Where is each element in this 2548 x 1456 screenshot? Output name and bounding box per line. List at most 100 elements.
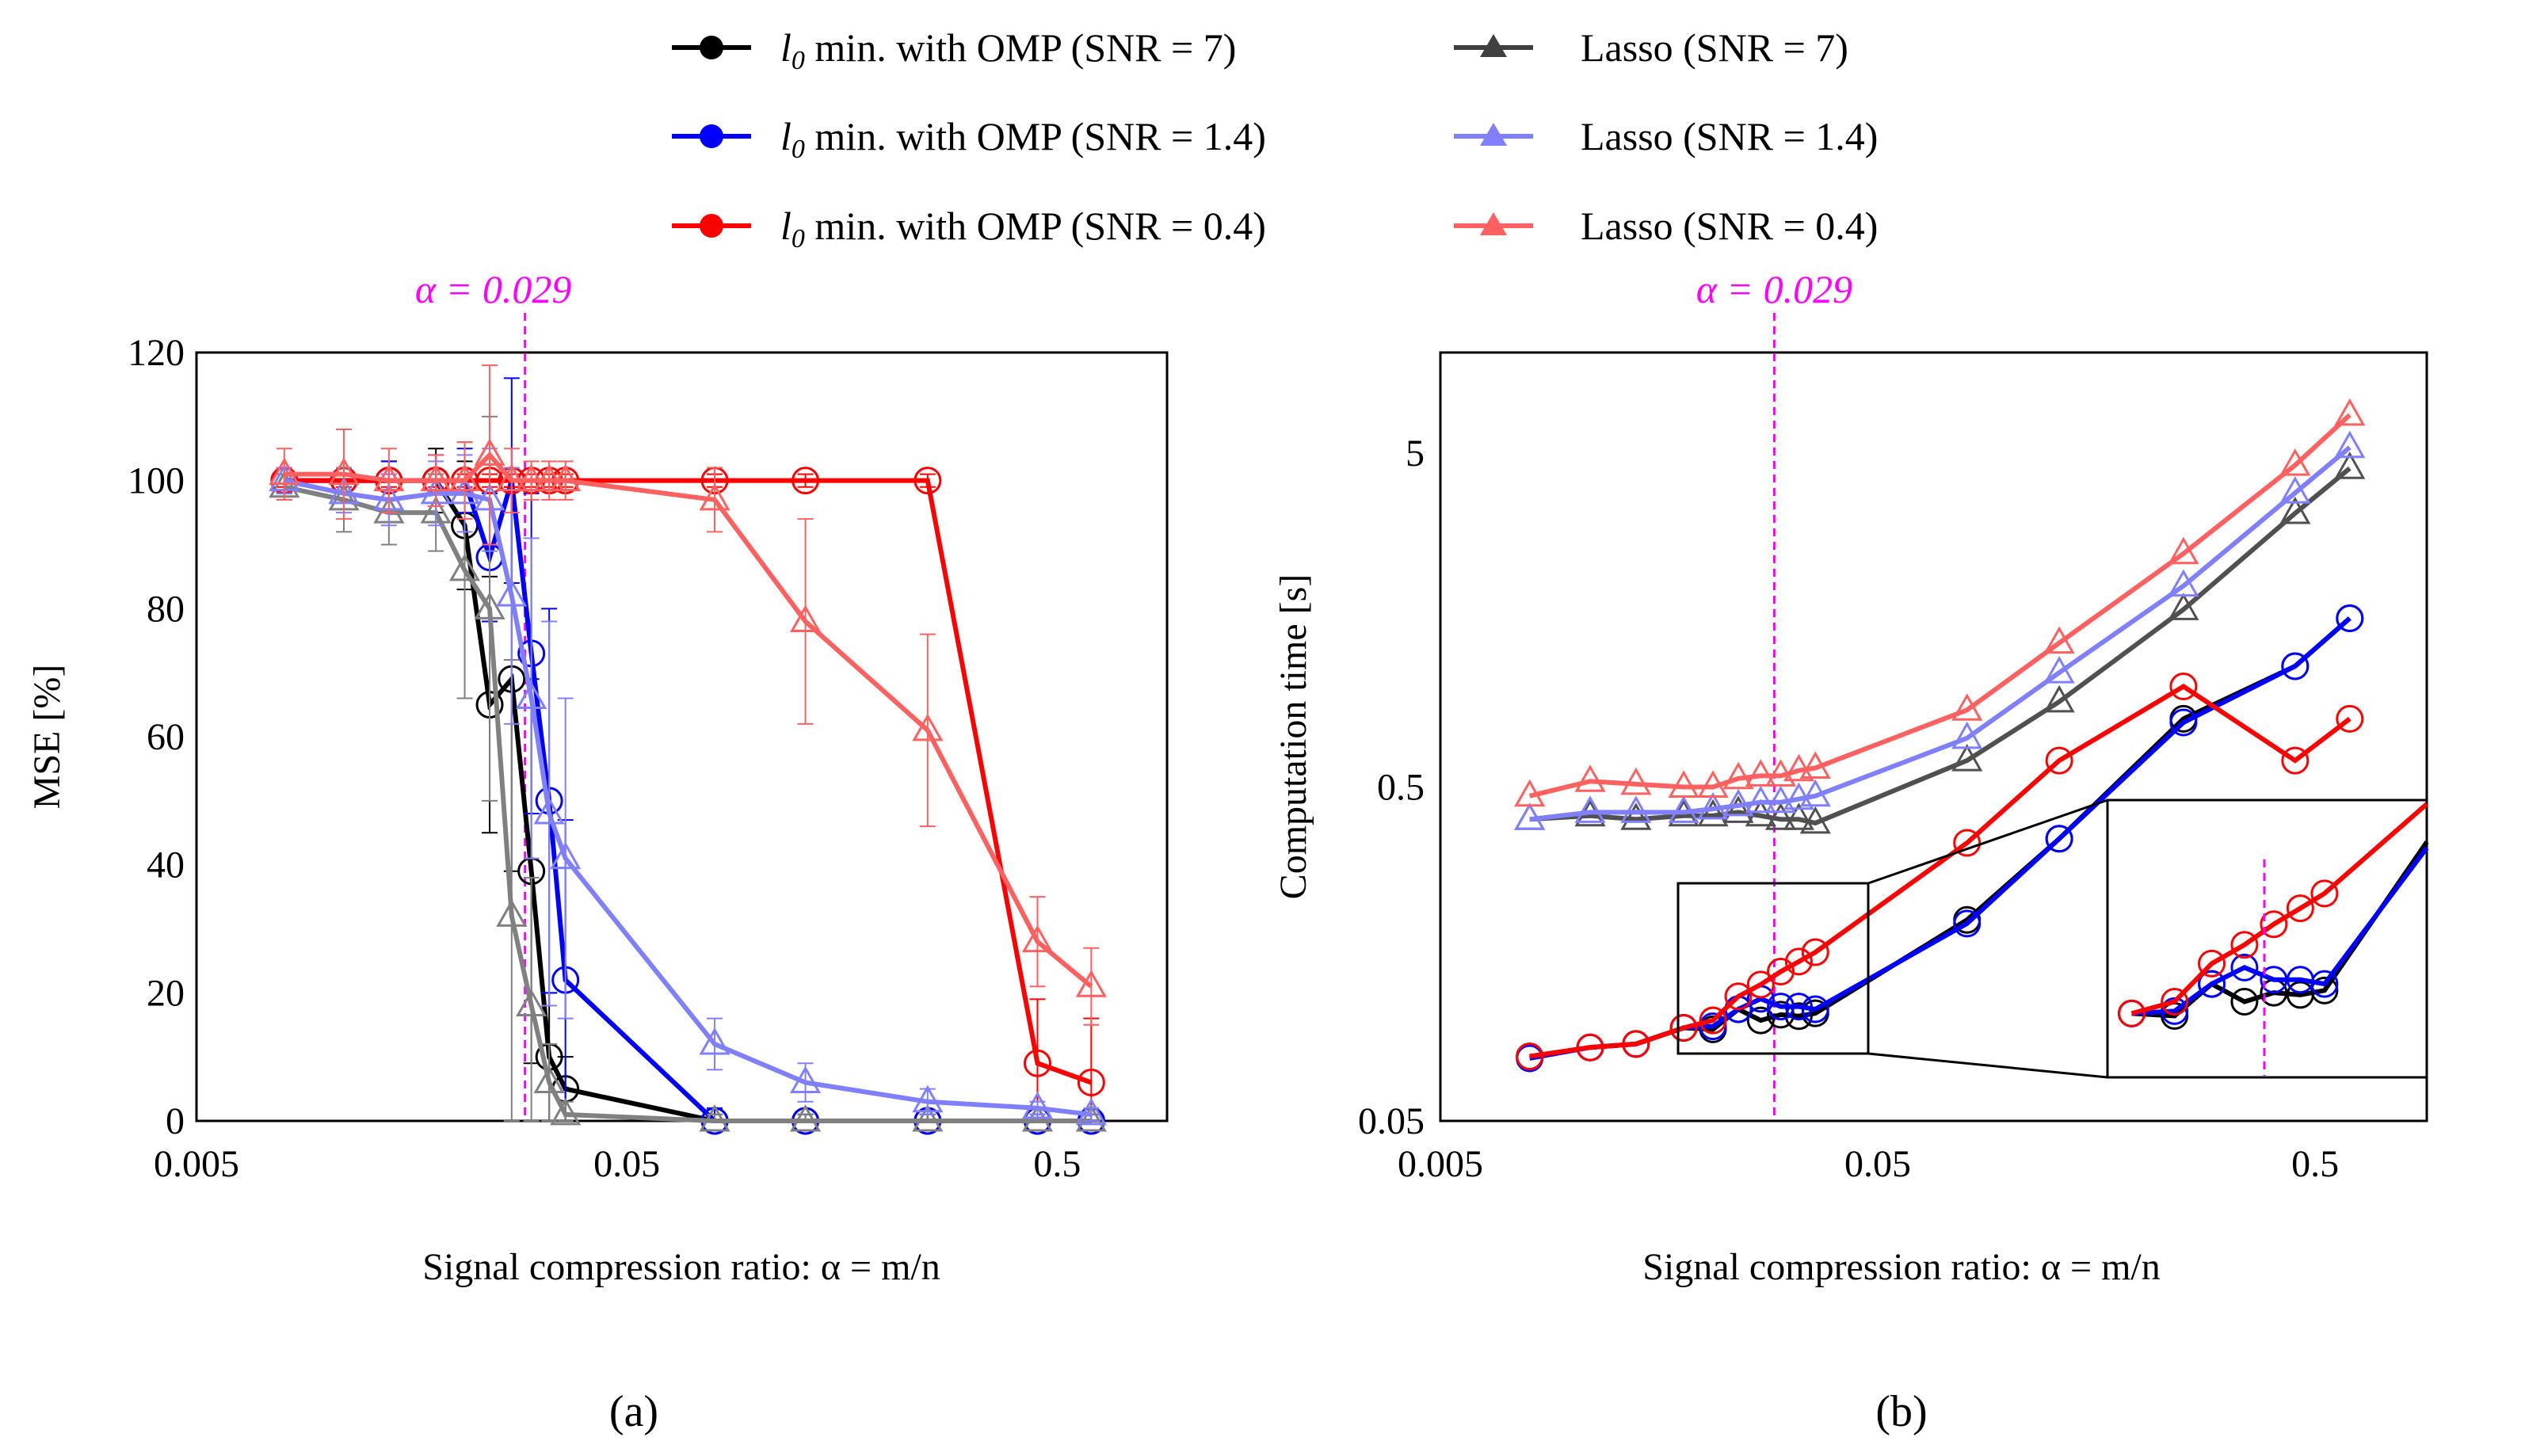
data-point-triangle bbox=[1783, 802, 1814, 830]
data-point-triangle bbox=[2334, 398, 2366, 426]
panel-a-ytick-label: 80 bbox=[147, 588, 185, 630]
data-point-triangle bbox=[699, 1027, 730, 1055]
legend-label-2: l0 min. with OMP (SNR = 0.4) bbox=[780, 204, 1266, 253]
panel-b-time-chart: 0.050.550.005 0.05 0.5 α = 0.029 Signal co… bbox=[1272, 267, 2429, 1436]
legend-circle-marker bbox=[700, 124, 723, 148]
legend-item-0: l0 min. with OMP (SNR = 7) bbox=[672, 25, 1236, 75]
data-point-triangle bbox=[448, 463, 481, 492]
panel-b-xtick-label: 0.5 bbox=[2291, 1143, 2339, 1185]
data-point-triangle bbox=[269, 457, 300, 486]
data-point-triangle bbox=[516, 989, 547, 1016]
panel-a-xtick-label: 0.05 bbox=[593, 1143, 660, 1185]
data-point-circle bbox=[1784, 947, 1813, 976]
data-point-triangle bbox=[420, 463, 452, 492]
legend-circle-marker bbox=[700, 36, 723, 59]
data-point-triangle bbox=[2168, 593, 2199, 620]
data-point-triangle bbox=[1745, 799, 1776, 827]
data-point-circle bbox=[914, 467, 942, 495]
panel-b-series bbox=[1514, 398, 2366, 1073]
panel-b-series-5 bbox=[1514, 398, 2366, 807]
inset-series bbox=[2118, 802, 2429, 1076]
panel-a-y-axis-label: MSE [%] bbox=[26, 665, 68, 810]
inset-data-point bbox=[2118, 999, 2146, 1027]
inset-data-point bbox=[2230, 931, 2259, 959]
series-line bbox=[284, 451, 1093, 989]
data-point-circle bbox=[1953, 829, 1982, 857]
data-point-circle bbox=[1746, 1006, 1775, 1035]
data-point-triangle bbox=[2334, 430, 2366, 459]
data-point-circle bbox=[1784, 1002, 1813, 1031]
inset-data-point bbox=[2230, 953, 2259, 981]
data-point-triangle bbox=[699, 1103, 730, 1132]
data-point-triangle bbox=[533, 463, 565, 492]
data-point-circle bbox=[2281, 746, 2310, 775]
data-point-triangle bbox=[2043, 626, 2075, 654]
data-point-triangle bbox=[2334, 452, 2366, 479]
data-point-triangle bbox=[2279, 448, 2311, 476]
data-point-triangle bbox=[496, 899, 528, 927]
data-point-triangle bbox=[912, 1084, 944, 1113]
data-point-circle bbox=[1801, 938, 1829, 966]
panel-b-y-axis-label: Computation time [s] bbox=[1272, 574, 1314, 900]
data-point-triangle bbox=[912, 713, 944, 741]
series-line bbox=[1528, 413, 2352, 799]
data-point-triangle bbox=[789, 1103, 822, 1132]
data-point-triangle bbox=[1722, 761, 1754, 790]
data-point-circle bbox=[1784, 993, 1813, 1021]
data-point-triangle bbox=[373, 463, 405, 492]
data-point-circle bbox=[2169, 708, 2198, 737]
data-point-triangle bbox=[1021, 1091, 1054, 1119]
panel-a-ytick-label: 20 bbox=[147, 972, 185, 1014]
data-point-triangle bbox=[328, 457, 360, 486]
data-point-triangle bbox=[1697, 799, 1729, 827]
inset-data-point bbox=[2161, 988, 2189, 1016]
data-point-circle bbox=[1746, 970, 1775, 999]
panel-b-alpha-label: α = 0.029 bbox=[1696, 267, 1853, 311]
data-point-triangle bbox=[2279, 496, 2311, 524]
panel-a-x-axis-label: Signal compression ratio: α = m/n bbox=[422, 1246, 940, 1288]
inset-series-line bbox=[2130, 802, 2428, 1016]
data-point-triangle bbox=[1620, 802, 1652, 830]
series-line bbox=[284, 478, 1092, 1117]
inset-connector-top bbox=[1867, 799, 2108, 885]
data-point-triangle bbox=[1745, 785, 1776, 814]
inset-data-point bbox=[2310, 879, 2339, 908]
panel-a-mse-chart: 0 20 40 60 80 100 120 0.005 0.05 0.5 α = 0.029 Si… bbox=[26, 267, 1169, 1436]
data-point-triangle bbox=[496, 463, 528, 492]
data-point-triangle bbox=[1745, 759, 1776, 787]
data-point-triangle bbox=[1514, 779, 1546, 807]
data-point-triangle bbox=[1668, 770, 1699, 798]
legend-label-1: l0 min. with OMP (SNR = 1.4) bbox=[780, 114, 1266, 164]
data-point-triangle bbox=[1951, 693, 1983, 721]
data-point-triangle bbox=[1951, 721, 1983, 749]
data-point-circle bbox=[1953, 909, 1982, 938]
data-point-triangle bbox=[1783, 753, 1814, 782]
legend-triangle-marker bbox=[1480, 34, 1507, 57]
inset-data-point bbox=[2260, 910, 2288, 939]
data-point-triangle bbox=[496, 579, 528, 607]
data-point-triangle bbox=[1951, 744, 1983, 772]
inset-data-point bbox=[2198, 970, 2226, 998]
data-point-triangle bbox=[1722, 788, 1754, 817]
inset-series-line bbox=[2131, 846, 2429, 1016]
panel-b-ticks: 0.050.550.005 0.05 0.5 bbox=[1358, 433, 2339, 1185]
data-point-triangle bbox=[2043, 656, 2075, 684]
inset-series-1 bbox=[2118, 846, 2429, 1027]
data-point-circle bbox=[2045, 825, 2073, 853]
data-point-triangle bbox=[1574, 764, 1606, 792]
data-point-circle bbox=[2336, 604, 2364, 633]
legend-item-1: l0 min. with OMP (SNR = 1.4) bbox=[672, 114, 1266, 164]
data-point-circle bbox=[1767, 993, 1795, 1021]
data-point-triangle bbox=[2043, 684, 2075, 713]
legend-triangle-marker bbox=[1480, 212, 1507, 235]
data-point-triangle bbox=[1574, 795, 1606, 823]
data-point-circle bbox=[2281, 652, 2310, 680]
data-point-triangle bbox=[789, 1065, 822, 1093]
data-point-circle bbox=[1669, 1013, 1698, 1042]
panel-b-inset bbox=[1676, 799, 2429, 1079]
inset-connector-bottom bbox=[1867, 1052, 2108, 1079]
panel-a-ticks: 0 20 40 60 80 100 120 0.005 0.05 0.5 bbox=[128, 332, 1081, 1185]
panel-b-ytick-label: 5 bbox=[1406, 433, 1425, 475]
data-point-triangle bbox=[550, 463, 582, 492]
panel-a-sublabel: (a) bbox=[609, 1387, 658, 1436]
